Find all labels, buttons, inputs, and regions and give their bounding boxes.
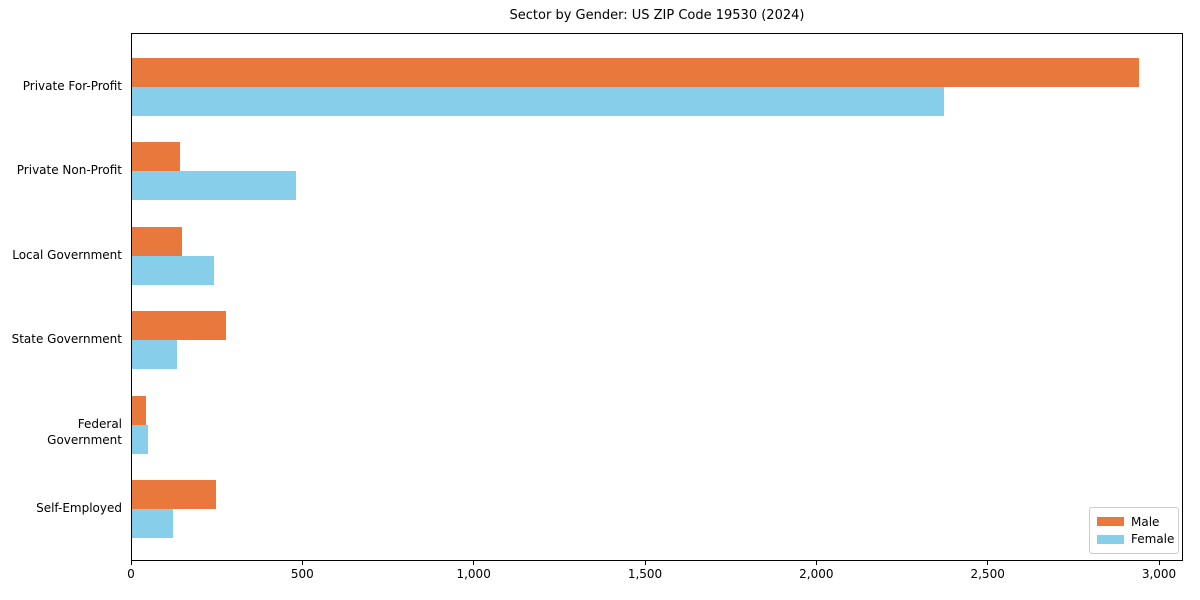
y-tick-label: Private For-Profit (22, 78, 122, 93)
x-tick-label: 2,500 (970, 567, 1005, 581)
legend-swatch-male (1097, 517, 1124, 527)
y-tick-label: Local Government (12, 247, 122, 262)
x-tick-mark (987, 561, 989, 565)
x-tick-label: 0 (127, 567, 135, 581)
chart-title: Sector by Gender: US ZIP Code 19530 (202… (509, 8, 805, 23)
x-tick-label: 3,000 (1141, 567, 1177, 581)
y-tick-label: Federal Government (47, 416, 122, 447)
legend-item-female: Female (1097, 532, 1175, 547)
y-tick-label: Private Non-Profit (16, 163, 122, 178)
bar-male-3 (132, 311, 227, 341)
bar-male-5 (132, 480, 216, 510)
x-tick-label: 2,000 (799, 567, 834, 581)
x-tick-mark (815, 561, 817, 565)
x-tick-label: 1,000 (456, 567, 491, 581)
bar-male-2 (132, 226, 182, 256)
bar-female-2 (132, 255, 215, 285)
legend: Male Female (1089, 507, 1179, 554)
legend-swatch-female (1097, 534, 1124, 544)
plot-area (131, 33, 1183, 561)
legend-label: Female (1131, 532, 1175, 547)
x-tick-label: 500 (290, 567, 314, 581)
bar-male-1 (132, 142, 180, 172)
y-tick-label: Self-Employed (36, 501, 122, 516)
bar-female-3 (132, 340, 177, 370)
legend-item-male: Male (1097, 515, 1171, 529)
x-tick-mark (301, 561, 303, 565)
bar-female-1 (132, 171, 297, 201)
legend-label: Male (1131, 514, 1160, 529)
bar-male-4 (132, 395, 147, 425)
x-tick-mark (644, 561, 646, 565)
bar-male-0 (132, 57, 1140, 87)
bar-female-5 (132, 509, 174, 539)
y-tick-label: State Government (11, 332, 122, 347)
x-tick-mark (130, 561, 132, 565)
bar-female-4 (132, 424, 149, 454)
bar-female-0 (132, 86, 945, 116)
x-tick-mark (1158, 561, 1160, 565)
x-tick-label: 1,500 (627, 567, 663, 581)
x-tick-mark (473, 561, 475, 565)
